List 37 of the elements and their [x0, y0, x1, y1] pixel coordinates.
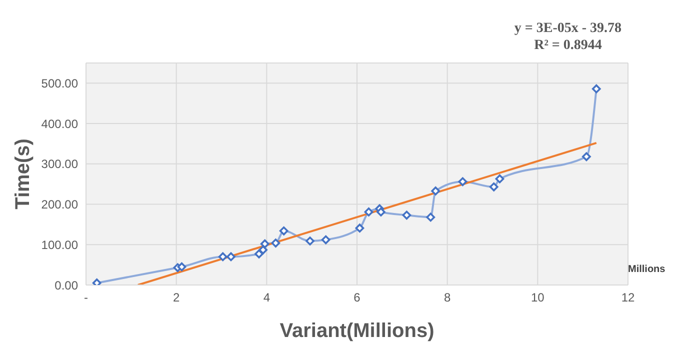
text: Millions: [628, 264, 666, 275]
x-tick-label: 6: [354, 290, 361, 305]
point: [592, 84, 601, 94]
x-tick-label: 10: [530, 290, 545, 305]
point: [458, 177, 468, 186]
point: [426, 212, 436, 222]
y-tick-label: 400.00: [41, 116, 78, 131]
point: [260, 239, 270, 248]
point: [226, 252, 236, 262]
point: [495, 174, 504, 184]
point: [258, 245, 268, 254]
point: [402, 210, 412, 220]
x-tick-label: -: [84, 290, 88, 305]
x-axis-title: Variant(Millions): [280, 320, 434, 342]
point: [177, 262, 186, 272]
point: [218, 252, 228, 262]
x-tick-label: 4: [263, 290, 270, 305]
y-tick-label: 500.00: [41, 76, 78, 90]
y-tick-label: 200.00: [41, 198, 78, 212]
x-tick-label: 2: [172, 290, 180, 305]
x-tick-label: 12: [621, 290, 635, 305]
point: [271, 238, 280, 248]
text: y = 3E-05x - 39.78 R² = 0.8944: [513, 20, 623, 54]
x-tick-label: 8: [444, 290, 451, 305]
point: [306, 236, 314, 246]
y-tick-label: 0.00: [54, 278, 78, 292]
point: [355, 224, 364, 233]
point: [489, 182, 498, 192]
y-tick-label: 300.00: [41, 157, 78, 172]
y-axis-title: Time(s): [12, 138, 34, 210]
point: [279, 226, 288, 236]
point: [321, 235, 330, 244]
point: [431, 186, 440, 196]
point: [582, 152, 591, 162]
point: [376, 208, 386, 216]
y-tick-label: 100.00: [41, 238, 78, 252]
point: [364, 208, 374, 216]
